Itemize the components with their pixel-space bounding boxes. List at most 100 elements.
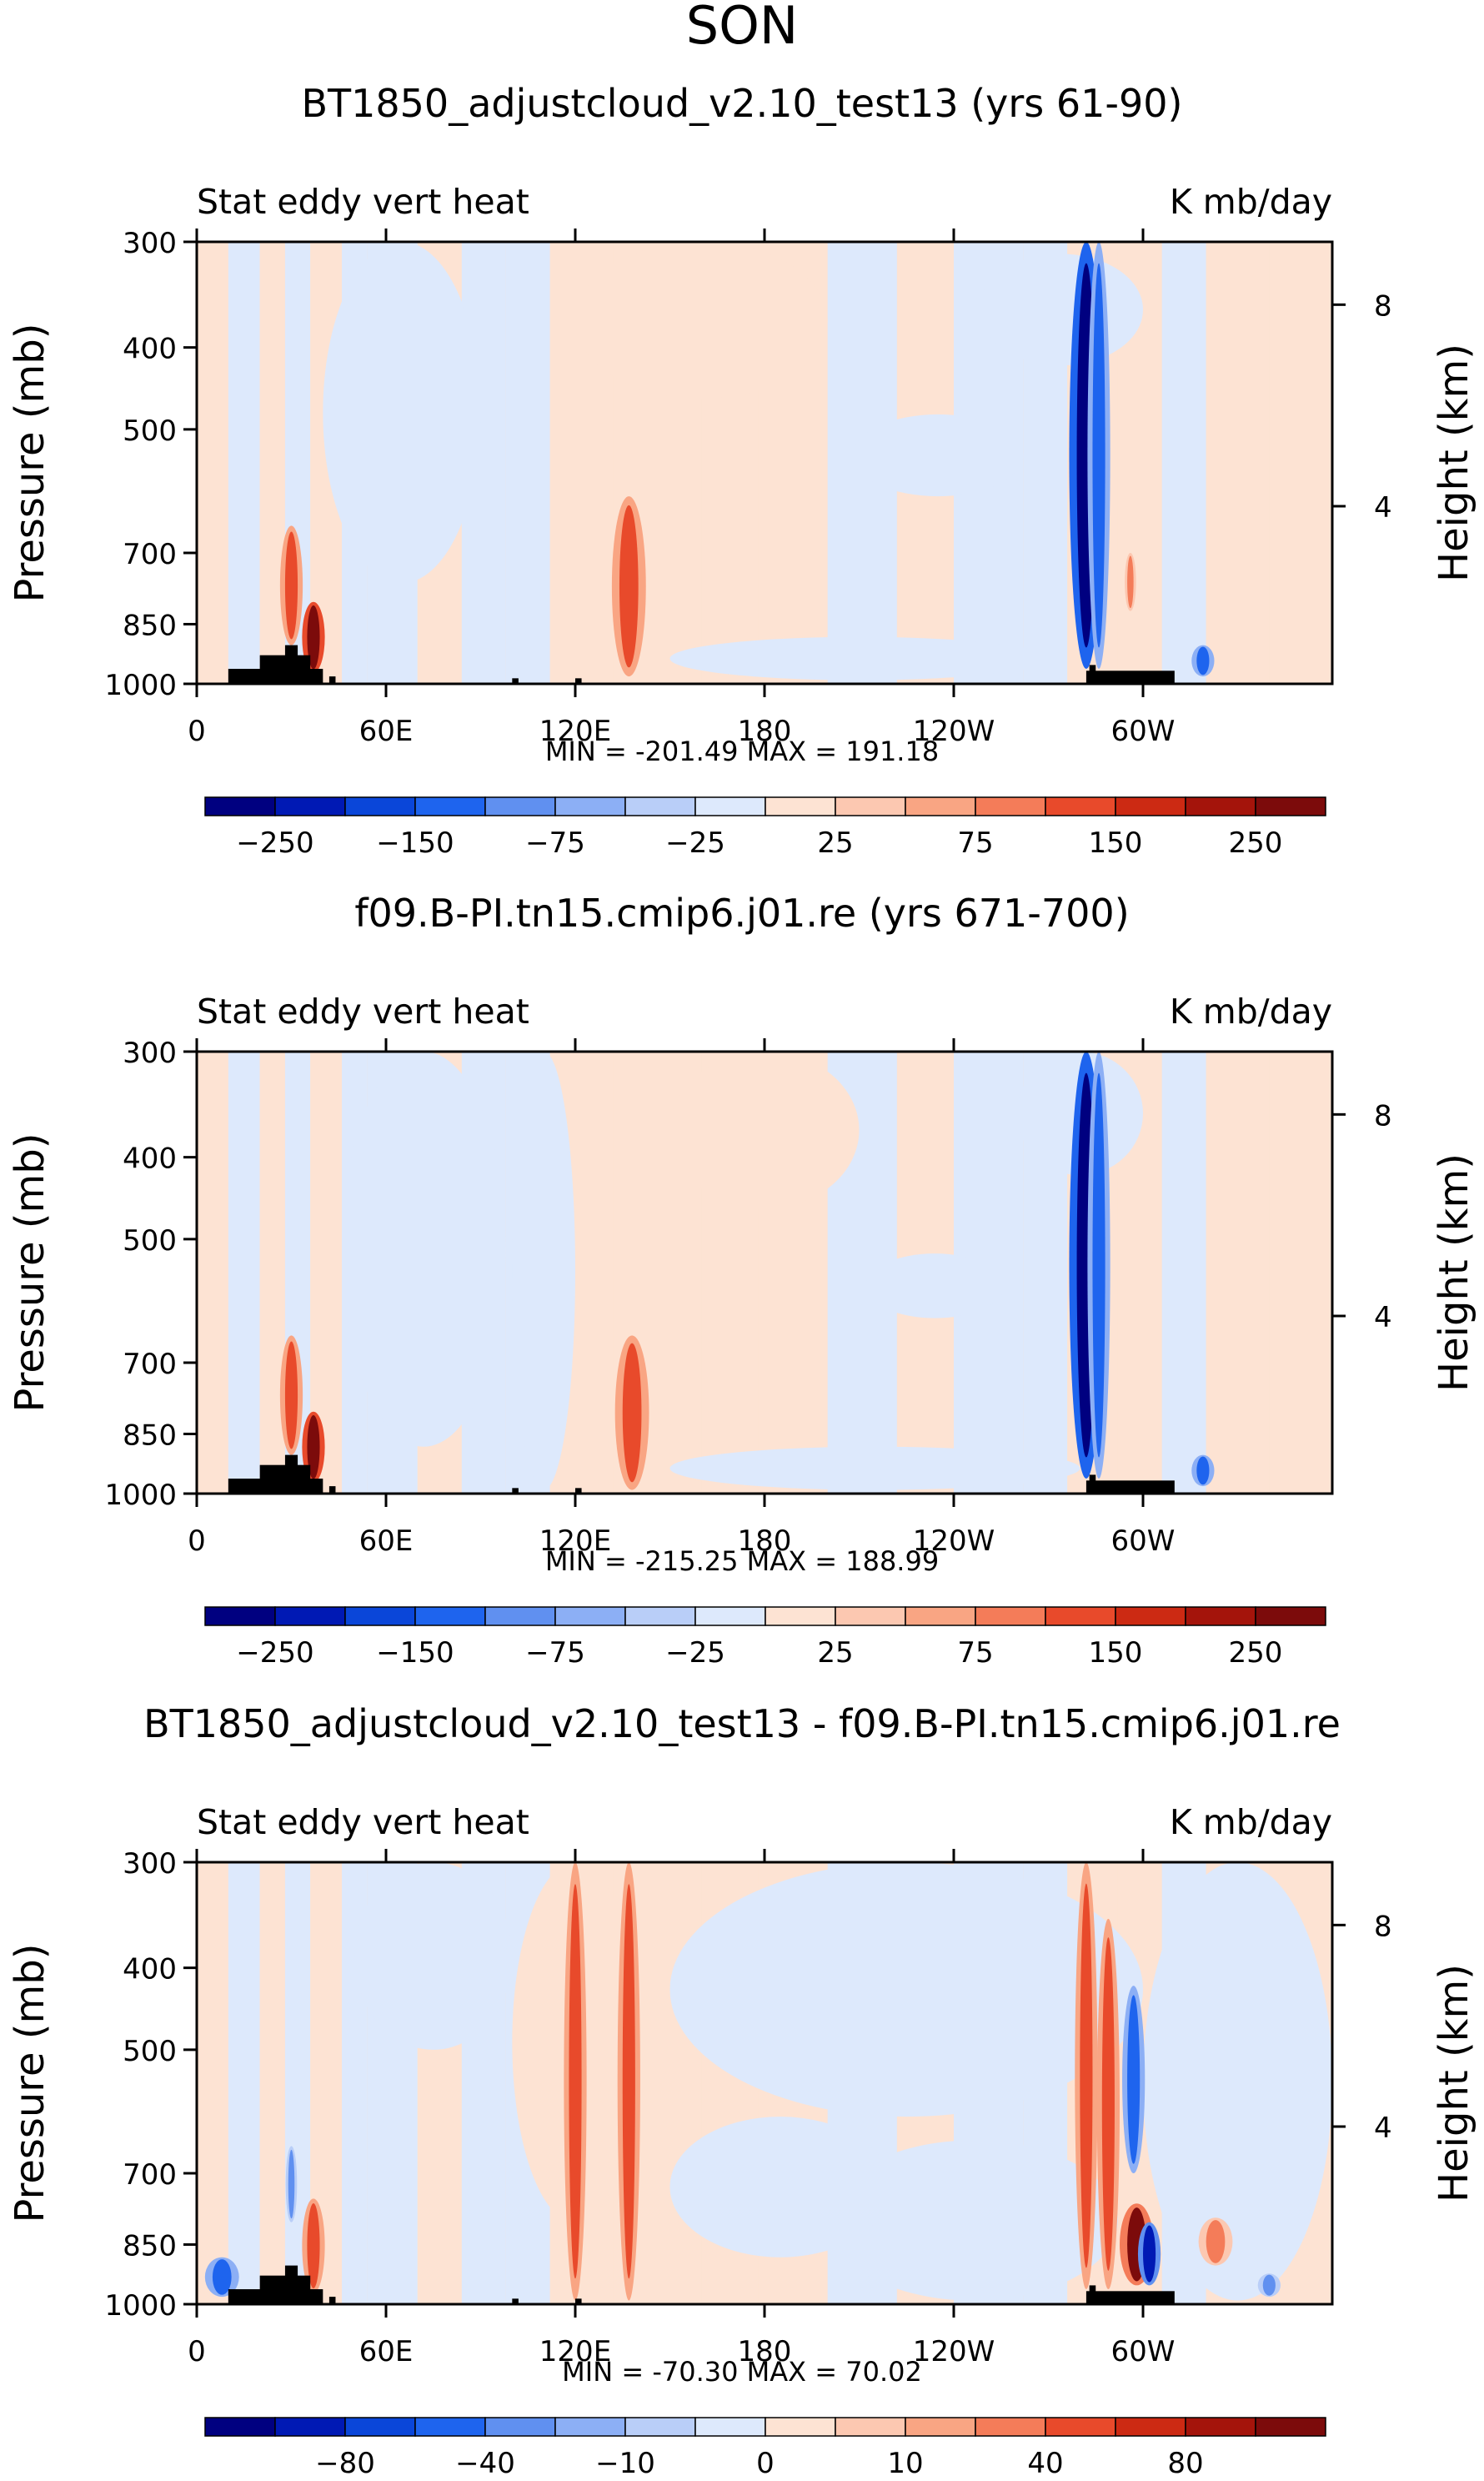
colorbar-box <box>554 1606 626 1626</box>
y-tick-label: 1000 <box>104 2289 177 2323</box>
colorbar-label: 0 <box>756 2447 775 2480</box>
field-patch <box>669 2117 891 2258</box>
colorbar-label: −80 <box>315 2447 375 2480</box>
field-patch <box>865 1253 1005 1318</box>
panel-1: BT1850_adjustcloud_v2.10_test13 (yrs 61-… <box>7 81 1477 860</box>
colorbar-label: −150 <box>376 826 454 860</box>
topography <box>512 678 519 684</box>
field-feature <box>284 1341 298 1449</box>
colorbar-label: 250 <box>1229 826 1283 860</box>
colorbar-label: −75 <box>525 1636 585 1670</box>
field-feature <box>622 1343 642 1483</box>
y-tick-label: 700 <box>123 538 177 571</box>
y-tick-label: 500 <box>123 414 177 448</box>
y-tick-label: 500 <box>123 2035 177 2068</box>
field-band <box>197 1862 228 2304</box>
contour-field <box>197 1052 1332 1494</box>
colorbar-label: −250 <box>236 1636 313 1670</box>
field-patch <box>669 1862 1143 2117</box>
field-band <box>505 242 550 684</box>
topography <box>1089 665 1096 684</box>
colorbar-box <box>835 796 906 816</box>
topography <box>284 1454 298 1494</box>
suptitle: SON <box>686 0 799 56</box>
topography <box>575 2298 582 2304</box>
field-patch <box>827 2140 1118 2301</box>
colorbar-box <box>204 1606 276 1626</box>
x-tick-label: 180 <box>738 715 792 748</box>
panel-title: f09.B-PI.tn15.cmip6.j01.re (yrs 671-700) <box>354 891 1129 936</box>
colorbar-box <box>344 1606 416 1626</box>
colorbar-box <box>975 2417 1046 2437</box>
field-patch <box>323 242 481 584</box>
panel-title: BT1850_adjustcloud_v2.10_test13 (yrs 61-… <box>301 81 1182 126</box>
y-axis-title: Pressure (mb) <box>7 324 53 603</box>
colorbar-box <box>414 2417 486 2437</box>
colorbar-box <box>274 1606 346 1626</box>
field-band <box>1161 1052 1206 1494</box>
y-tick-label: 700 <box>123 1348 177 1381</box>
x-tick-label: 120W <box>913 715 995 748</box>
y-tick-label: 850 <box>123 2229 177 2263</box>
colorbar-box <box>624 796 696 816</box>
panel-title: BT1850_adjustcloud_v2.10_test13 - f09.B-… <box>143 1701 1341 1746</box>
y-tick-label: 500 <box>123 1224 177 1258</box>
y-tick-label: 300 <box>123 1847 177 1881</box>
y-tick-label: 850 <box>123 609 177 642</box>
colorbar-box <box>624 2417 696 2437</box>
y-axis-title-right: Height (km) <box>1431 1964 1477 2202</box>
field-patch <box>1143 1862 1332 2301</box>
topography <box>575 1488 582 1494</box>
colorbar-box <box>905 796 976 816</box>
y-tick-label: 700 <box>123 2158 177 2192</box>
contour-field <box>197 1862 1332 2304</box>
field-feature <box>1206 2220 1226 2263</box>
y-tick-label: 300 <box>123 227 177 260</box>
field-band <box>259 1862 285 2304</box>
colorbar-box <box>204 2417 276 2437</box>
field-band <box>228 1052 260 1494</box>
colorbar-box <box>1185 796 1256 816</box>
y-tick-label: 400 <box>123 1143 177 1176</box>
field-feature <box>569 1884 582 2279</box>
colorbar-label: 150 <box>1089 1636 1143 1670</box>
topography <box>328 1486 336 1494</box>
colorbar-box <box>1255 796 1326 816</box>
field-feature <box>1092 263 1105 648</box>
field-patch <box>575 242 828 399</box>
y-tick-label: 1000 <box>104 1479 177 1512</box>
contour-field <box>197 242 1332 684</box>
colorbar-label: 25 <box>817 826 853 860</box>
left-string: Stat eddy vert heat <box>197 992 529 1032</box>
y-tick-label: 400 <box>123 333 177 366</box>
field-band <box>228 242 260 684</box>
colorbar-box <box>484 2417 556 2437</box>
height-tick-label: 4 <box>1374 1301 1392 1334</box>
colorbar-box <box>274 2417 346 2437</box>
x-tick-label: 60W <box>1111 2335 1176 2368</box>
colorbar-box <box>414 796 486 816</box>
field-feature <box>1101 1937 1115 2271</box>
field-patch <box>669 1052 860 1209</box>
field-patch <box>979 254 1143 366</box>
colorbar-box <box>624 1606 696 1626</box>
topography <box>512 1488 519 1494</box>
topography <box>575 678 582 684</box>
field-band <box>1269 1052 1332 1494</box>
field-band <box>1206 242 1270 684</box>
y-tick-label: 1000 <box>104 669 177 702</box>
field-band <box>259 242 285 684</box>
field-feature <box>622 1884 635 2279</box>
panel-2: f09.B-PI.tn15.cmip6.j01.re (yrs 671-700)… <box>7 891 1477 1670</box>
x-tick-label: 60W <box>1111 715 1176 748</box>
x-tick-label: 120E <box>539 715 611 748</box>
field-feature <box>1127 1995 1141 2164</box>
field-band <box>228 1862 260 2304</box>
colorbar-box <box>1045 1606 1116 1626</box>
field-feature <box>1196 646 1210 675</box>
field-feature <box>619 505 639 668</box>
colorbar-box <box>554 796 626 816</box>
topography <box>328 2297 336 2304</box>
colorbar-box <box>1045 2417 1116 2437</box>
